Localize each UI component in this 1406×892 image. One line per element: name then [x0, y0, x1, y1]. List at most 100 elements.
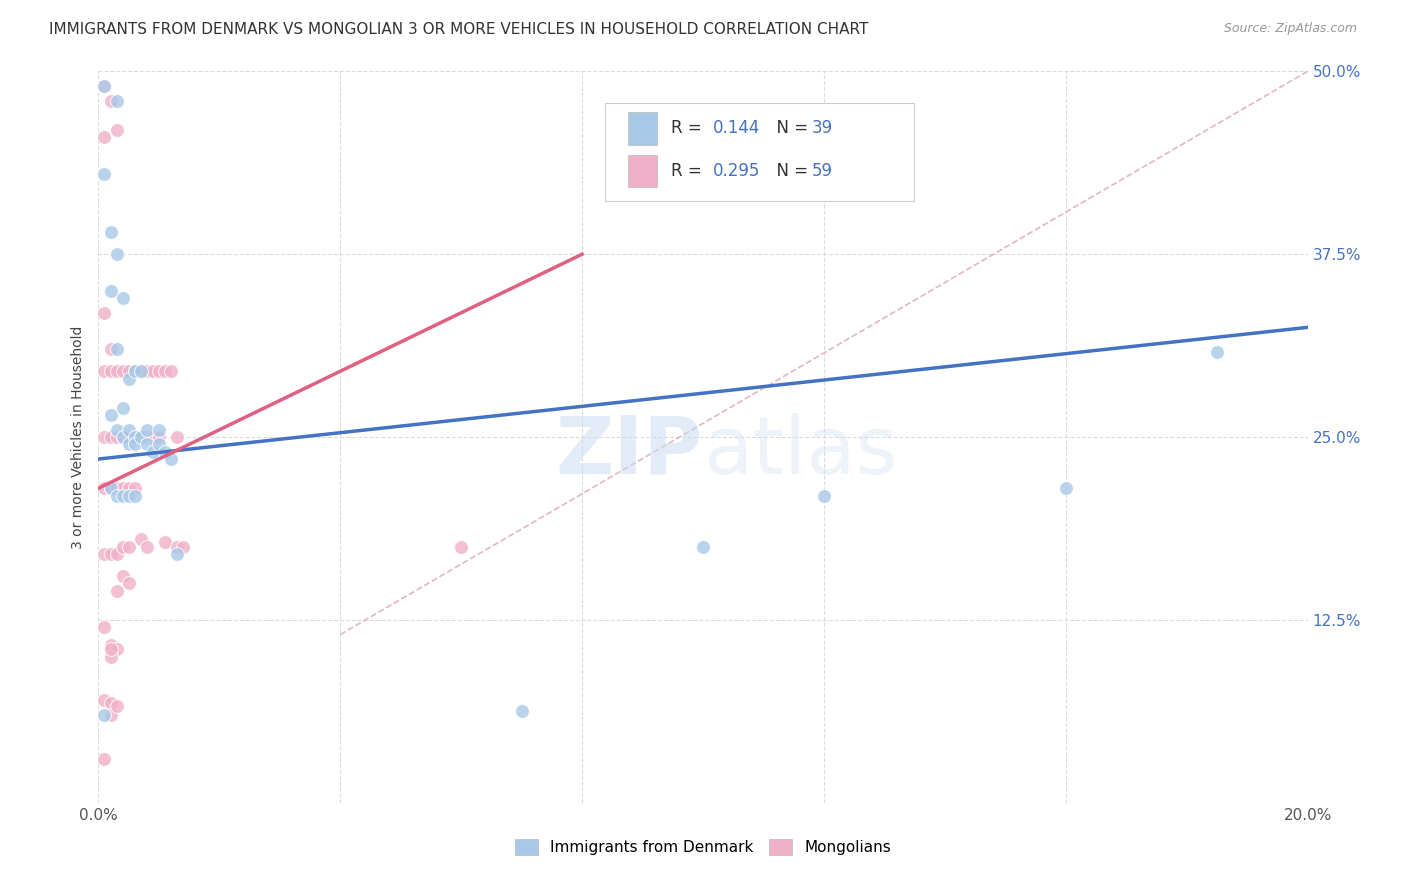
Text: ZIP: ZIP: [555, 413, 703, 491]
Point: [1054, 481, 1077, 495]
Point: [100, 547, 122, 561]
Point: [118, 489, 141, 503]
Point: [450, 540, 472, 554]
Text: N =: N =: [766, 120, 814, 137]
Point: [105, 583, 128, 598]
Point: [100, 481, 122, 495]
Point: [124, 430, 146, 444]
Point: [153, 444, 176, 458]
Text: R =: R =: [671, 162, 707, 180]
Point: [135, 423, 157, 437]
Point: [148, 437, 170, 451]
Point: [148, 364, 170, 378]
Point: [93, 547, 115, 561]
Point: [93, 78, 115, 93]
Point: [100, 408, 122, 422]
Point: [510, 704, 533, 718]
Point: [118, 430, 141, 444]
Point: [100, 696, 122, 710]
Point: [100, 638, 122, 652]
Point: [93, 364, 115, 378]
Point: [105, 547, 128, 561]
Text: 0.144: 0.144: [713, 120, 761, 137]
Point: [129, 364, 152, 378]
Point: [160, 452, 183, 467]
Point: [100, 708, 122, 723]
Point: [153, 364, 176, 378]
Point: [100, 649, 122, 664]
Point: [118, 423, 141, 437]
Point: [142, 430, 165, 444]
Point: [1206, 345, 1229, 359]
Point: [111, 481, 134, 495]
Point: [93, 306, 115, 320]
Point: [111, 430, 134, 444]
Point: [160, 364, 183, 378]
Point: [105, 364, 128, 378]
Point: [118, 364, 141, 378]
Y-axis label: 3 or more Vehicles in Household: 3 or more Vehicles in Household: [70, 326, 84, 549]
Point: [93, 693, 115, 707]
Point: [135, 364, 157, 378]
Point: [124, 489, 146, 503]
Text: Source: ZipAtlas.com: Source: ZipAtlas.com: [1223, 22, 1357, 36]
Point: [93, 481, 115, 495]
Point: [105, 430, 128, 444]
Point: [124, 364, 146, 378]
Point: [124, 481, 146, 495]
Point: [118, 540, 141, 554]
Point: [118, 481, 141, 495]
Point: [111, 364, 134, 378]
Point: [111, 291, 134, 305]
Point: [105, 423, 128, 437]
Text: IMMIGRANTS FROM DENMARK VS MONGOLIAN 3 OR MORE VEHICLES IN HOUSEHOLD CORRELATION: IMMIGRANTS FROM DENMARK VS MONGOLIAN 3 O…: [49, 22, 869, 37]
Point: [118, 371, 141, 385]
Point: [148, 423, 170, 437]
Point: [129, 533, 152, 547]
Point: [166, 547, 188, 561]
Point: [118, 576, 141, 591]
Point: [813, 489, 835, 503]
Point: [148, 430, 170, 444]
Text: 39: 39: [811, 120, 832, 137]
Text: 59: 59: [811, 162, 832, 180]
Point: [153, 535, 176, 549]
Point: [105, 343, 128, 357]
Point: [100, 481, 122, 495]
Point: [100, 225, 122, 239]
Point: [111, 569, 134, 583]
Point: [135, 430, 157, 444]
Point: [166, 430, 188, 444]
Text: atlas: atlas: [703, 413, 897, 491]
Point: [93, 708, 115, 723]
Point: [100, 284, 122, 298]
Point: [129, 364, 152, 378]
Point: [100, 430, 122, 444]
Point: [100, 642, 122, 657]
Point: [105, 247, 128, 261]
Point: [129, 430, 152, 444]
Point: [111, 430, 134, 444]
Point: [105, 489, 128, 503]
Point: [135, 540, 157, 554]
Text: N =: N =: [766, 162, 814, 180]
Point: [100, 94, 122, 108]
Point: [124, 437, 146, 451]
Point: [111, 540, 134, 554]
Point: [93, 167, 115, 181]
Point: [105, 123, 128, 137]
Point: [93, 130, 115, 145]
Point: [100, 364, 122, 378]
Point: [111, 401, 134, 415]
Point: [93, 78, 115, 93]
Point: [124, 430, 146, 444]
Point: [111, 489, 134, 503]
Legend: Immigrants from Denmark, Mongolians: Immigrants from Denmark, Mongolians: [509, 833, 897, 861]
Point: [105, 642, 128, 657]
Point: [105, 481, 128, 495]
Point: [124, 364, 146, 378]
Point: [105, 699, 128, 714]
Text: R =: R =: [671, 120, 707, 137]
Point: [100, 343, 122, 357]
Point: [129, 430, 152, 444]
